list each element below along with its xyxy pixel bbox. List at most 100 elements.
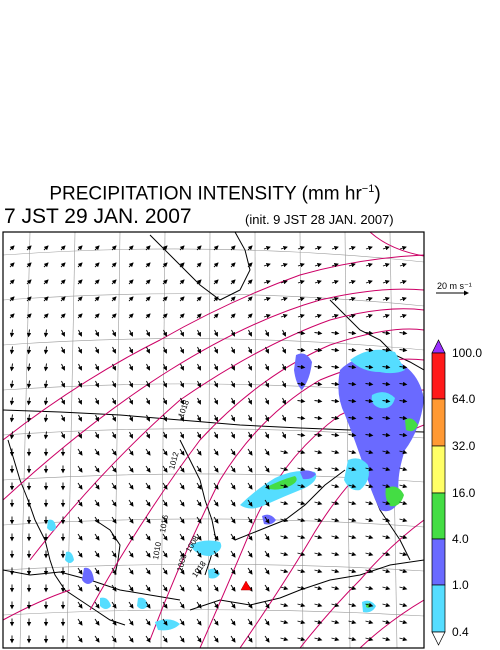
wind-arrow: [230, 279, 236, 285]
wind-arrow: [128, 448, 134, 456]
isobar-label: 1012: [167, 450, 180, 470]
wind-arrow: [213, 313, 219, 319]
wind-arrow: [365, 415, 374, 421]
wind-arrow: [9, 279, 15, 285]
wind-arrow: [247, 567, 253, 575]
wind-arrow: [196, 482, 202, 490]
wind-arrow: [77, 380, 82, 388]
wind-arrow: [348, 381, 357, 387]
wind-arrow: [9, 329, 15, 338]
wind-arrow: [365, 263, 373, 268]
wind-arrow: [382, 263, 390, 268]
wind-arrow: [382, 415, 391, 421]
wind-arrow: [297, 364, 306, 370]
wind-arrow: [247, 262, 253, 268]
wind-arrow: [399, 398, 408, 404]
isobar-label: 1016: [158, 514, 170, 534]
wind-arrow: [314, 483, 323, 489]
wind-arrow: [365, 551, 374, 557]
wind-arrow: [348, 483, 357, 489]
wind-arrow: [297, 398, 306, 404]
wind-arrow: [263, 263, 271, 268]
wind-arrow: [145, 245, 151, 251]
wind-arrow: [331, 619, 340, 625]
wind-arrow: [264, 346, 269, 354]
wind-arrow: [43, 329, 49, 338]
wind-arrow: [348, 314, 356, 319]
wind-arrow: [331, 415, 340, 421]
wind-arrow: [263, 280, 271, 285]
wind-arrow: [196, 397, 201, 405]
wind-arrow: [196, 533, 202, 541]
wind-arrow: [365, 534, 374, 540]
colorbar-label: 100.0: [452, 346, 483, 360]
wind-vectors: [9, 245, 408, 644]
wind-arrow: [281, 397, 286, 405]
wind-arrow: [382, 483, 391, 489]
wind-arrow: [111, 346, 116, 354]
wind-arrow: [145, 313, 151, 319]
wind-arrow: [94, 245, 100, 251]
wind-arrow: [213, 448, 219, 456]
wind-arrow: [348, 568, 357, 574]
wind-arrow: [365, 500, 374, 506]
wind-arrow: [247, 618, 253, 626]
wind-arrow: [77, 550, 83, 558]
wind-arrow: [196, 313, 202, 319]
wind-arrow: [145, 499, 151, 507]
wind-arrow: [26, 262, 32, 268]
wind-arrow: [60, 329, 65, 337]
wind-arrow: [128, 329, 133, 337]
isobar-label: 1008: [175, 552, 188, 572]
wind-arrow: [314, 246, 322, 251]
wind-arrow: [196, 584, 202, 592]
wind-arrow: [280, 483, 289, 489]
wind-arrow: [365, 517, 374, 523]
wind-arrow: [213, 279, 219, 285]
wind-arrow: [297, 297, 305, 302]
wind-arrow: [145, 329, 150, 337]
wind-arrow: [128, 245, 134, 251]
wind-arrow: [43, 296, 49, 302]
wind-arrow: [297, 432, 306, 438]
wind-arrow: [399, 381, 408, 387]
wind-arrow: [230, 618, 236, 626]
wind-arrow: [264, 448, 270, 456]
wind-arrow: [145, 618, 151, 626]
wind-arrow: [348, 330, 357, 336]
wind-arrow: [145, 465, 151, 473]
wind-arrow: [77, 363, 82, 371]
wind-arrow: [213, 397, 218, 405]
wind-arrow: [213, 414, 218, 422]
wind-arrow: [162, 550, 168, 558]
wind-arrow: [399, 246, 407, 251]
wind-arrow: [399, 314, 407, 319]
wind-arrow: [128, 618, 134, 626]
wind-arrow: [77, 448, 83, 456]
wind-arrow: [162, 482, 168, 490]
wind-arrow: [247, 397, 252, 405]
wind-arrow: [264, 380, 269, 388]
colorbar-label: 32.0: [452, 439, 476, 453]
wind-arrow: [26, 380, 32, 389]
wind-arrow: [179, 550, 185, 558]
wind-arrow: [230, 346, 235, 354]
precip-patches: [47, 349, 424, 631]
isobar-label: 1018: [190, 559, 208, 579]
wind-arrow: [179, 533, 185, 541]
wind-arrow: [399, 517, 408, 523]
wind-arrow: [213, 635, 219, 643]
wind-arrow: [196, 346, 201, 354]
wind-arrow: [94, 296, 100, 302]
colorbar-bin: [431, 352, 446, 400]
wind-arrow: [314, 449, 323, 455]
wind-arrow: [297, 330, 306, 336]
wind-arrow: [365, 246, 373, 251]
wind-arrow: [162, 431, 167, 439]
wind-arrow: [9, 414, 15, 423]
wind-arrow: [382, 246, 390, 251]
wind-arrow: [213, 601, 219, 609]
wind-arrow: [77, 313, 83, 319]
wind-arrow: [314, 466, 323, 472]
